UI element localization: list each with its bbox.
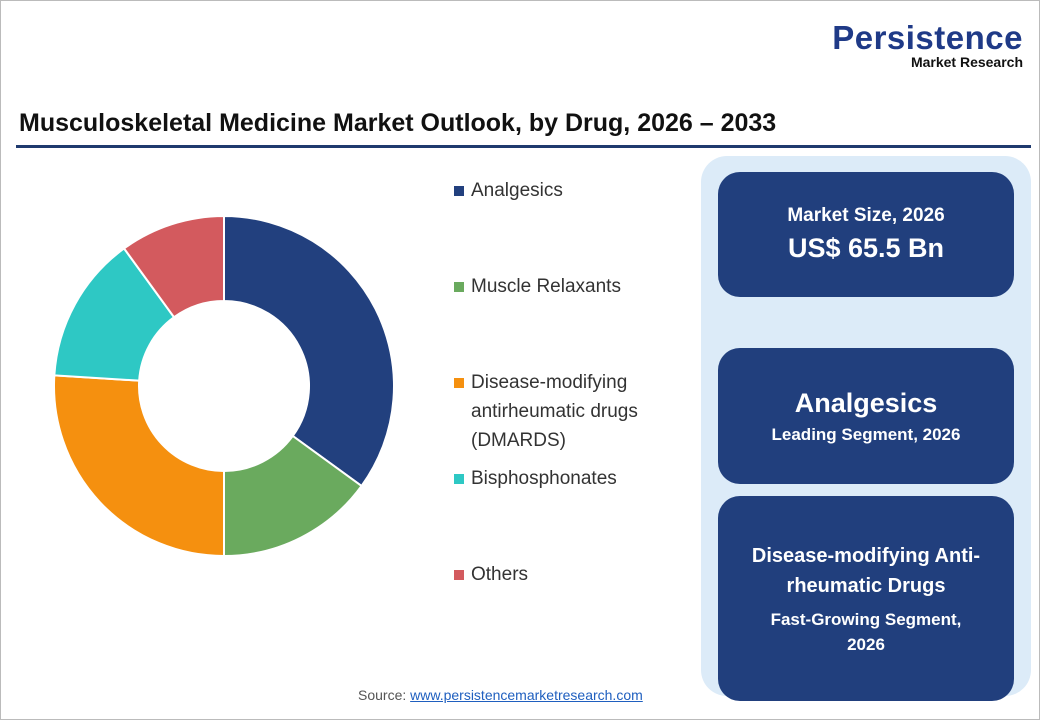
donut-slice-disease-modifying bbox=[53, 374, 225, 558]
donut-slice-others bbox=[122, 214, 225, 319]
legend-item-muscle-relaxants: Muscle Relaxants bbox=[454, 272, 621, 301]
title-divider bbox=[16, 145, 1031, 148]
leading-segment-value: Analgesics bbox=[794, 387, 938, 418]
source-note: Source: www.persistencemarketresearch.co… bbox=[358, 687, 643, 703]
fast-growing-card: Disease-modifying Anti-rheumatic Drugs F… bbox=[718, 496, 1014, 701]
source-link[interactable]: www.persistencemarketresearch.com bbox=[410, 687, 643, 703]
legend-item-dmards: Disease-modifying antirheumatic drugs (D… bbox=[454, 368, 679, 455]
legend-item-analgesics: Analgesics bbox=[454, 176, 563, 205]
chart-title: Musculoskeletal Medicine Market Outlook,… bbox=[19, 109, 777, 137]
donut-slice-analgesics bbox=[223, 214, 395, 488]
legend-swatch bbox=[454, 378, 464, 388]
market-size-label: Market Size, 2026 bbox=[787, 205, 945, 226]
legend-swatch bbox=[454, 474, 464, 484]
market-size-card: Market Size, 2026 US$ 65.5 Bn bbox=[718, 172, 1014, 297]
market-size-value: US$ 65.5 Bn bbox=[787, 233, 945, 263]
legend-label: Bisphosphonates bbox=[471, 468, 617, 489]
logo-subtitle: Market Research bbox=[910, 54, 1023, 70]
legend-label: Analgesics bbox=[471, 180, 563, 201]
legend-swatch bbox=[454, 282, 464, 292]
donut-chart bbox=[53, 214, 395, 558]
leading-segment-card: Analgesics Leading Segment, 2026 bbox=[718, 348, 1014, 484]
logo: Persistence Market Research bbox=[832, 19, 1023, 70]
legend-label: Muscle Relaxants bbox=[471, 276, 621, 297]
legend-item-others: Others bbox=[454, 560, 528, 589]
legend-label: Disease-modifying antirheumatic drugs (D… bbox=[471, 372, 638, 451]
legend-swatch bbox=[454, 570, 464, 580]
leading-segment-label: Leading Segment, 2026 bbox=[771, 424, 961, 444]
legend-swatch bbox=[454, 186, 464, 196]
logo-name: Persistence bbox=[832, 19, 1023, 56]
source-label: Source: bbox=[358, 687, 407, 703]
fast-growing-value: Disease-modifying Anti-rheumatic Drugs bbox=[751, 544, 981, 597]
legend-label: Others bbox=[471, 564, 529, 585]
fast-growing-label: Fast-Growing Segment, 2026 bbox=[770, 609, 962, 654]
legend-item-bisphosphonates: Bisphosphonates bbox=[454, 464, 617, 493]
